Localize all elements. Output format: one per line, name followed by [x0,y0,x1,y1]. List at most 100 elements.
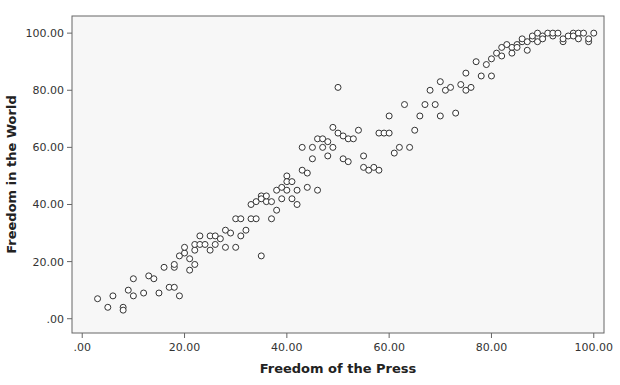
point [453,110,459,116]
point [473,59,479,65]
point [361,153,367,159]
point [499,53,505,59]
y-tick-label: 100.00 [26,27,65,40]
point [555,30,561,36]
point [448,84,454,90]
point [171,284,177,290]
point [432,102,438,108]
y-tick [67,33,72,34]
point [284,173,290,179]
point [524,47,530,53]
x-tick [491,333,492,338]
point [468,84,474,90]
point [151,276,157,282]
x-axis-label: Freedom of the Press [260,361,417,376]
point [110,293,116,299]
y-tick [67,261,72,262]
point [402,102,408,108]
point [202,241,208,247]
point [141,290,147,296]
chart: .00 20.00 40.00 60.00 80.00 100.00 .00 20.00 40.… [0,0,620,385]
point [289,196,295,202]
point [284,187,290,193]
y-tick [67,147,72,148]
x-tick-label: 40.00 [271,341,303,354]
point [376,167,382,173]
point [130,276,136,282]
x-tick [593,333,594,338]
point [586,36,592,42]
point [243,227,249,233]
point [427,87,433,93]
y-tick-label: 20.00 [33,256,65,269]
x-tick-label: .00 [73,341,91,354]
point [269,216,275,222]
y-tick [67,204,72,205]
point [309,144,315,150]
plot-area [72,16,604,333]
y-tick-label: .00 [47,313,65,326]
point [463,70,469,76]
point [238,216,244,222]
point [212,241,218,247]
point [233,244,239,250]
point [258,253,264,259]
point [222,244,228,250]
point [299,144,305,150]
x-tick-label: 100.00 [575,341,614,354]
point [391,150,397,156]
y-tick [67,90,72,91]
point [161,264,167,270]
x-tick [389,333,390,338]
point [279,196,285,202]
point [483,62,489,68]
point [187,267,193,273]
point [182,244,188,250]
x-tick-label: 20.00 [169,341,201,354]
plot-frame [72,16,604,333]
point [325,153,331,159]
point [350,136,356,142]
point [514,44,520,50]
point [95,296,101,302]
point [509,50,515,56]
point [263,193,269,199]
point [540,36,546,42]
y-tick [67,318,72,319]
point [274,207,280,213]
point [304,184,310,190]
point [478,73,484,79]
point [407,144,413,150]
point [386,130,392,136]
y-tick-label: 60.00 [33,141,65,154]
point [330,124,336,130]
point [488,73,494,79]
point [120,307,126,313]
point [320,144,326,150]
point [591,30,597,36]
point [355,127,361,133]
point [294,187,300,193]
point [238,233,244,239]
point [197,233,203,239]
point [458,82,464,88]
point [253,216,259,222]
point [437,113,443,119]
point [581,30,587,36]
x-tick [184,333,185,338]
point [289,179,295,185]
x-tick-label: 80.00 [476,341,508,354]
point [192,261,198,267]
point [171,261,177,267]
point [335,84,341,90]
point [125,287,131,293]
y-tick-label: 40.00 [33,198,65,211]
x-tick [82,333,83,338]
point [488,56,494,62]
points [95,30,597,313]
point [345,159,351,165]
x-axis: .0020.0040.0060.0080.00100.00 [73,333,613,354]
point [105,304,111,310]
point [396,144,402,150]
point [187,256,193,262]
